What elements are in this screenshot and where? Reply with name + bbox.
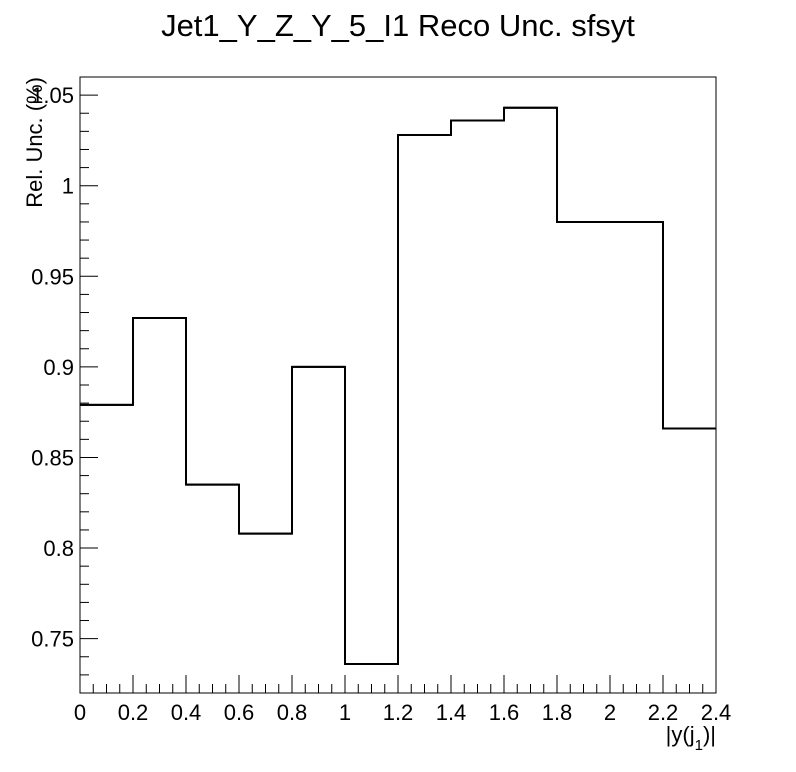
x-tick-label: 1 xyxy=(339,700,351,725)
y-tick-label: 0.85 xyxy=(31,445,74,470)
y-axis-tick-labels: 0.75 0.8 0.85 0.9 0.95 1 1.05 xyxy=(31,83,74,652)
y-axis-label: Rel. Unc. (%) xyxy=(22,77,47,208)
x-tick-label: 0 xyxy=(74,700,86,725)
x-tick-label: 2 xyxy=(604,700,616,725)
x-axis-tick-labels: 0 0.2 0.4 0.6 0.8 1 1.2 1.4 1.6 1.8 2 2.2 2.4 xyxy=(74,700,731,725)
x-tick-label: 0.8 xyxy=(277,700,308,725)
x-axis-label-main: |y(j xyxy=(666,722,695,747)
y-tick-label: 1.05 xyxy=(31,83,74,108)
y-tick-label: 0.75 xyxy=(31,627,74,652)
x-tick-label: 2.4 xyxy=(701,700,732,725)
y-tick-label: 0.8 xyxy=(43,536,74,561)
x-tick-label: 0.4 xyxy=(171,700,202,725)
y-tick-label: 0.95 xyxy=(31,264,74,289)
y-axis-ticks xyxy=(80,76,98,694)
x-tick-label: 1.4 xyxy=(436,700,467,725)
x-tick-label: 2.2 xyxy=(648,700,679,725)
x-tick-label: 1.8 xyxy=(542,700,573,725)
x-axis-label-suffix: )| xyxy=(703,722,716,747)
x-tick-label: 1.2 xyxy=(383,700,414,725)
x-axis-ticks xyxy=(79,675,717,693)
x-axis-label-subscript: 1 xyxy=(695,737,703,754)
chart-title: Jet1_Y_Z_Y_5_I1 Reco Unc. sfsyt xyxy=(161,8,635,43)
x-tick-label: 0.2 xyxy=(118,700,149,725)
x-axis-label: |y(j1)| xyxy=(666,722,716,754)
series-step-line xyxy=(80,106,716,666)
y-tick-label: 0.9 xyxy=(43,355,74,380)
y-tick-label: 1 xyxy=(62,174,74,199)
series-bins xyxy=(80,106,716,666)
x-tick-label: 0.6 xyxy=(224,700,255,725)
x-tick-label: 1.6 xyxy=(489,700,520,725)
